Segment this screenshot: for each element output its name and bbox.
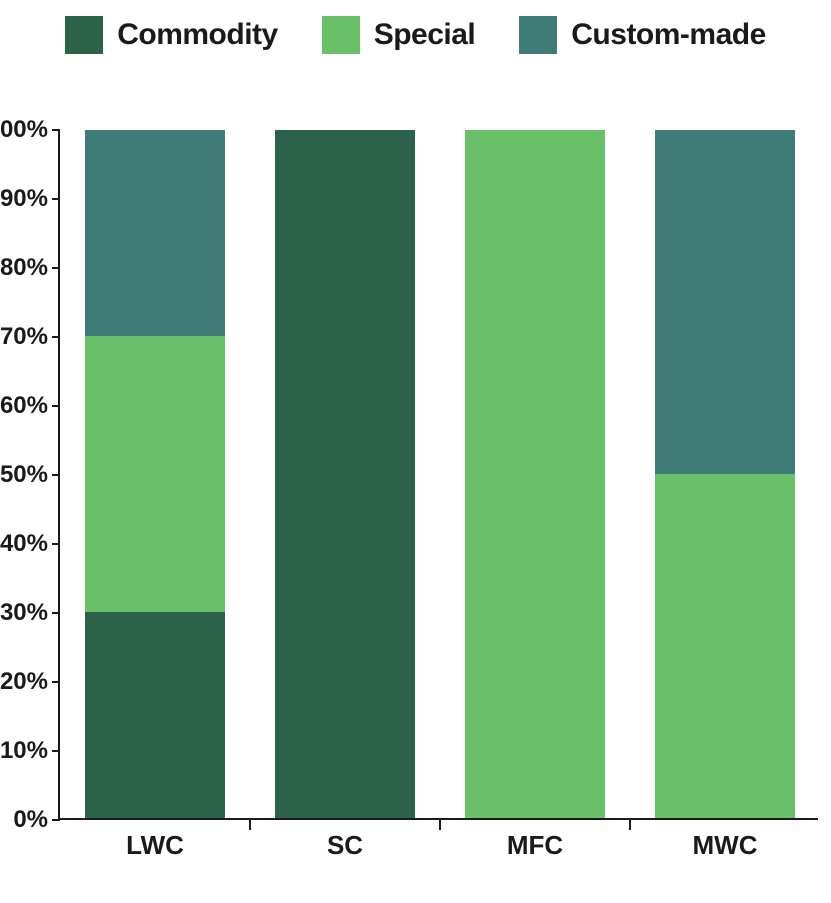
plot-area: 0%10%20%30%40%50%60%70%80%90%100%LWCSCMF…: [58, 130, 818, 820]
bar-group: [465, 130, 605, 818]
y-axis-label: 80%: [0, 254, 48, 282]
bar-group: [85, 130, 225, 818]
legend-label-custom-made: Custom-made: [571, 18, 766, 52]
y-axis-label: 100%: [0, 116, 48, 144]
legend-item-special: Special: [322, 16, 476, 54]
bar-segment-special: [655, 474, 795, 818]
bar-segment-custom_made: [85, 130, 225, 336]
y-tick: [52, 681, 60, 683]
y-axis-label: 10%: [0, 737, 48, 765]
legend-swatch-commodity: [65, 16, 103, 54]
legend-label-commodity: Commodity: [117, 18, 278, 52]
y-tick: [52, 819, 60, 821]
y-tick: [52, 543, 60, 545]
chart-container: Commodity Special Custom-made 0%10%20%30…: [0, 0, 831, 903]
y-axis-label: 50%: [0, 461, 48, 489]
y-tick: [52, 198, 60, 200]
x-tick: [629, 818, 631, 830]
x-axis-label: LWC: [126, 830, 184, 861]
y-tick: [52, 267, 60, 269]
legend-item-commodity: Commodity: [65, 16, 278, 54]
legend-swatch-custom-made: [519, 16, 557, 54]
y-tick: [52, 612, 60, 614]
y-axis-label: 30%: [0, 599, 48, 627]
y-tick: [52, 336, 60, 338]
x-axis-label: SC: [327, 830, 363, 861]
bar-segment-special: [85, 336, 225, 611]
bar-segment-commodity: [85, 612, 225, 818]
y-axis-label: 60%: [0, 392, 48, 420]
bar-group: [655, 130, 795, 818]
legend-item-custom-made: Custom-made: [519, 16, 766, 54]
legend: Commodity Special Custom-made: [0, 16, 831, 54]
y-tick: [52, 474, 60, 476]
legend-swatch-special: [322, 16, 360, 54]
y-tick: [52, 129, 60, 131]
y-tick: [52, 750, 60, 752]
legend-label-special: Special: [374, 18, 476, 52]
bar-group: [275, 130, 415, 818]
x-axis-label: MFC: [507, 830, 563, 861]
x-tick: [249, 818, 251, 830]
bar-segment-custom_made: [655, 130, 795, 474]
bar-segment-commodity: [275, 130, 415, 818]
x-axis-label: MWC: [693, 830, 758, 861]
y-axis-label: 40%: [0, 530, 48, 558]
x-tick: [439, 818, 441, 830]
y-axis-label: 70%: [0, 323, 48, 351]
y-axis-label: 20%: [0, 668, 48, 696]
y-axis-label: 90%: [0, 185, 48, 213]
bar-segment-special: [465, 130, 605, 818]
y-tick: [52, 405, 60, 407]
y-axis-label: 0%: [13, 806, 48, 834]
